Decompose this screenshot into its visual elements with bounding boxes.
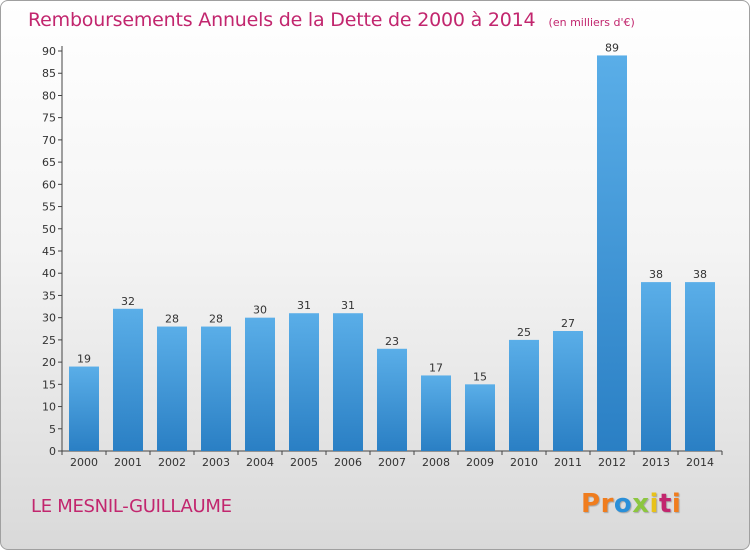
x-tick-label: 2012 [598,456,626,469]
y-tick-label: 80 [42,89,56,102]
y-tick-label: 55 [42,201,56,214]
bar [289,313,319,451]
bar [509,339,539,451]
brand-letter: P [581,489,601,519]
data-label: 27 [561,317,575,330]
chart-unit: (en milliers d'€) [548,16,635,29]
bar [685,282,715,451]
bar [113,308,143,451]
data-label: 31 [341,299,355,312]
x-tick-label: 2001 [114,456,142,469]
y-tick-label: 45 [42,245,56,258]
bar [553,331,583,451]
x-tick-label: 2005 [290,456,318,469]
data-label: 32 [121,295,135,308]
data-label: 28 [165,313,179,326]
x-tick-label: 2010 [510,456,538,469]
bar [597,55,627,451]
data-label: 15 [473,370,487,383]
y-tick-label: 0 [49,445,56,458]
y-tick-label: 90 [42,45,56,58]
y-tick-label: 20 [42,356,56,369]
commune-name: LE MESNIL-GUILLAUME [31,496,232,517]
x-tick-label: 2013 [642,456,670,469]
y-tick-label: 15 [42,378,56,391]
bar [421,375,451,451]
x-tick-label: 2003 [202,456,230,469]
bars [69,55,715,451]
data-label: 31 [297,299,311,312]
brand-letter: t [658,489,672,519]
data-label: 17 [429,361,443,374]
labels: 0 5 10 15 20 25 30 35 40 45 50 55 60 65 70 75 80 85 90 2000… [42,41,714,469]
y-tick-label: 40 [42,267,56,280]
bar [201,326,231,451]
y-tick-label: 85 [42,67,56,80]
x-tick-label: 2007 [378,456,406,469]
data-label: 25 [517,326,531,339]
data-label: 38 [693,268,707,281]
y-tick-label: 60 [42,178,56,191]
x-tick-label: 2000 [70,456,98,469]
proxiti-logo: Proxiti [581,489,681,519]
bar [69,366,99,451]
y-tick-label: 75 [42,112,56,125]
y-tick-label: 70 [42,134,56,147]
data-label: 89 [605,41,619,54]
data-label: 30 [253,304,267,317]
y-tick-label: 10 [42,401,56,414]
brand-letter: i [671,489,682,519]
data-label: 28 [209,313,223,326]
x-tick-label: 2008 [422,456,450,469]
y-tick-label: 30 [42,312,56,325]
brand-letter: x [632,489,650,519]
chart-title: Remboursements Annuels de la Dette de 20… [28,9,536,31]
x-tick-label: 2004 [246,456,274,469]
y-tick-label: 5 [49,423,56,436]
brand-letter: i [649,489,659,519]
brand-letter: r [600,489,614,519]
x-tick-label: 2011 [554,456,582,469]
bar [333,313,363,451]
y-tick-label: 50 [42,223,56,236]
bar [465,384,495,451]
data-label: 38 [649,268,663,281]
x-tick-label: 2006 [334,456,362,469]
x-tick-label: 2014 [686,456,714,469]
data-label: 19 [77,353,91,366]
bar [157,326,187,451]
title-row: Remboursements Annuels de la Dette de 20… [28,9,635,31]
bar [245,317,275,451]
brand-letter: o [613,489,633,519]
y-tick-label: 65 [42,156,56,169]
y-tick-label: 25 [42,334,56,347]
y-tick-label: 35 [42,289,56,302]
bar [377,348,407,451]
x-tick-label: 2002 [158,456,186,469]
x-tick-label: 2009 [466,456,494,469]
data-label: 23 [385,335,399,348]
bar [641,282,671,451]
